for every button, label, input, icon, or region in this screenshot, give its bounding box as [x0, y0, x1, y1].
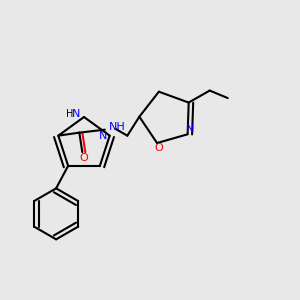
Text: O: O [154, 143, 163, 153]
Text: N: N [72, 109, 81, 119]
Text: N: N [99, 131, 107, 141]
Text: H: H [66, 109, 73, 119]
Text: O: O [80, 153, 88, 163]
Text: N: N [186, 124, 194, 134]
Text: NH: NH [109, 122, 125, 132]
